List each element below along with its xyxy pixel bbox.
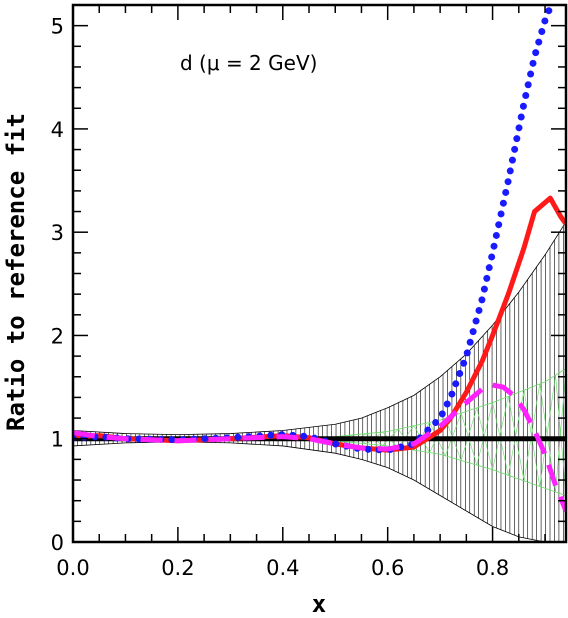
hatch-line: [555, 368, 566, 492]
x-tick-label: 0.2: [161, 556, 194, 580]
annotation-label: d (μ = 2 GeV): [180, 51, 317, 75]
hatch-line: [523, 383, 541, 481]
y-tick-label: 1: [51, 428, 64, 452]
hatch-line: [476, 402, 493, 466]
band-outline: [73, 221, 566, 542]
hatch-line: [445, 413, 462, 456]
x-axis-title: x: [312, 590, 326, 618]
series-line-3: [73, 382, 566, 512]
y-tick-label: 3: [51, 221, 64, 245]
band-0: [73, 221, 566, 542]
y-tick-labels: 0 1 2 3 4 5: [51, 15, 64, 555]
x-tick-label: 0.8: [476, 556, 509, 580]
y-tick-label: 2: [51, 324, 64, 348]
y-tick-label: 5: [51, 15, 64, 39]
y-tick-label: 4: [51, 118, 64, 142]
x-tick-labels: 0.0 0.2 0.4 0.6 0.8: [56, 556, 509, 580]
hatch-line: [555, 375, 566, 496]
y-axis-title: Ratio to reference fit: [2, 113, 30, 431]
hatch-line: [539, 375, 556, 487]
band-1: [334, 368, 566, 496]
x-tick-label: 0.6: [371, 556, 404, 580]
hatch-line: [460, 407, 478, 461]
hatch-line: [492, 396, 509, 470]
uncertainty-bands: [73, 221, 566, 542]
band-outline: [334, 368, 566, 496]
series-lines: [73, 5, 566, 512]
x-tick-label: 0.4: [266, 556, 299, 580]
x-tick-label: 0.0: [56, 556, 89, 580]
axis-ticks: [72, 4, 566, 543]
y-tick-label: 0: [51, 531, 64, 555]
